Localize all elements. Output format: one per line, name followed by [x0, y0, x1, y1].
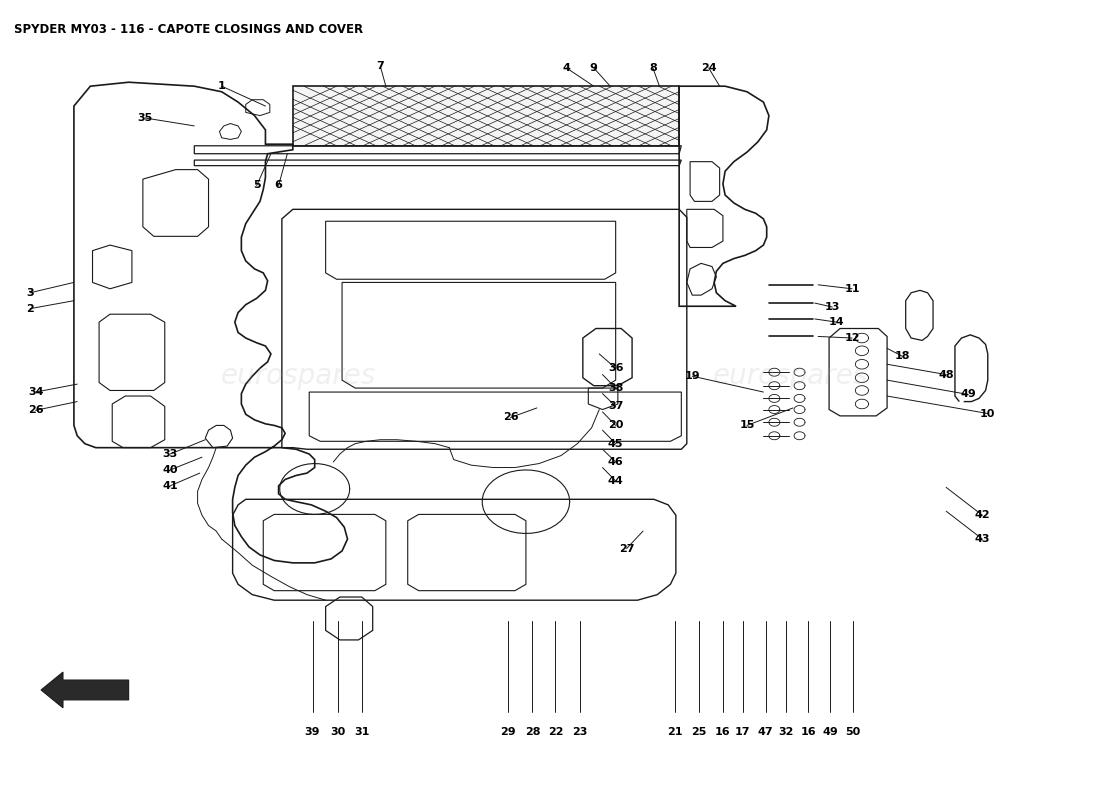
Text: 28: 28 — [525, 727, 540, 737]
Text: 13: 13 — [825, 302, 840, 312]
Text: eurospares: eurospares — [713, 362, 868, 390]
Text: 8: 8 — [649, 63, 657, 73]
Text: 36: 36 — [608, 363, 624, 374]
Text: 14: 14 — [829, 317, 845, 327]
Text: 24: 24 — [701, 63, 716, 73]
Text: 7: 7 — [376, 62, 384, 71]
Text: 34: 34 — [28, 387, 43, 397]
Text: 26: 26 — [503, 413, 518, 422]
Text: 40: 40 — [163, 465, 178, 475]
Text: 22: 22 — [548, 727, 563, 737]
Text: 43: 43 — [975, 534, 990, 544]
Text: 12: 12 — [845, 333, 860, 343]
Text: 31: 31 — [354, 727, 370, 737]
Text: 9: 9 — [590, 63, 597, 73]
Text: 27: 27 — [619, 543, 635, 554]
Text: 16: 16 — [801, 727, 816, 737]
Text: 23: 23 — [572, 727, 587, 737]
Text: 26: 26 — [28, 406, 43, 415]
Text: 2: 2 — [26, 304, 34, 314]
Text: 32: 32 — [779, 727, 794, 737]
Text: 33: 33 — [163, 449, 178, 459]
Text: 48: 48 — [938, 370, 954, 379]
Text: 17: 17 — [735, 727, 750, 737]
Text: 1: 1 — [218, 81, 226, 91]
Text: 15: 15 — [739, 421, 755, 430]
Text: 29: 29 — [500, 727, 516, 737]
Text: 25: 25 — [691, 727, 706, 737]
Text: 46: 46 — [608, 457, 624, 467]
Polygon shape — [293, 86, 679, 146]
Text: 35: 35 — [138, 113, 153, 123]
Text: eurospares: eurospares — [221, 362, 376, 390]
Text: 44: 44 — [608, 476, 624, 486]
Text: 20: 20 — [608, 421, 624, 430]
Text: 30: 30 — [330, 727, 345, 737]
Text: 6: 6 — [275, 181, 283, 190]
Text: 21: 21 — [667, 727, 682, 737]
Text: SPYDER MY03 - 116 - CAPOTE CLOSINGS AND COVER: SPYDER MY03 - 116 - CAPOTE CLOSINGS AND … — [13, 22, 363, 36]
Text: 39: 39 — [305, 727, 320, 737]
Text: 49: 49 — [823, 727, 838, 737]
Text: 16: 16 — [715, 727, 730, 737]
Text: 19: 19 — [684, 371, 700, 381]
Text: 3: 3 — [26, 288, 34, 298]
Text: 38: 38 — [608, 383, 624, 393]
Text: 42: 42 — [975, 510, 990, 520]
Text: 10: 10 — [980, 409, 996, 418]
Text: 41: 41 — [163, 481, 178, 490]
Text: 4: 4 — [562, 63, 571, 73]
Text: 11: 11 — [845, 284, 860, 294]
Text: 5: 5 — [253, 181, 261, 190]
Text: 50: 50 — [846, 727, 861, 737]
FancyArrow shape — [41, 672, 129, 708]
Text: 18: 18 — [894, 351, 910, 362]
Text: 37: 37 — [608, 402, 624, 411]
Text: 47: 47 — [758, 727, 773, 737]
Text: 45: 45 — [608, 438, 624, 449]
Text: 49: 49 — [960, 390, 976, 399]
